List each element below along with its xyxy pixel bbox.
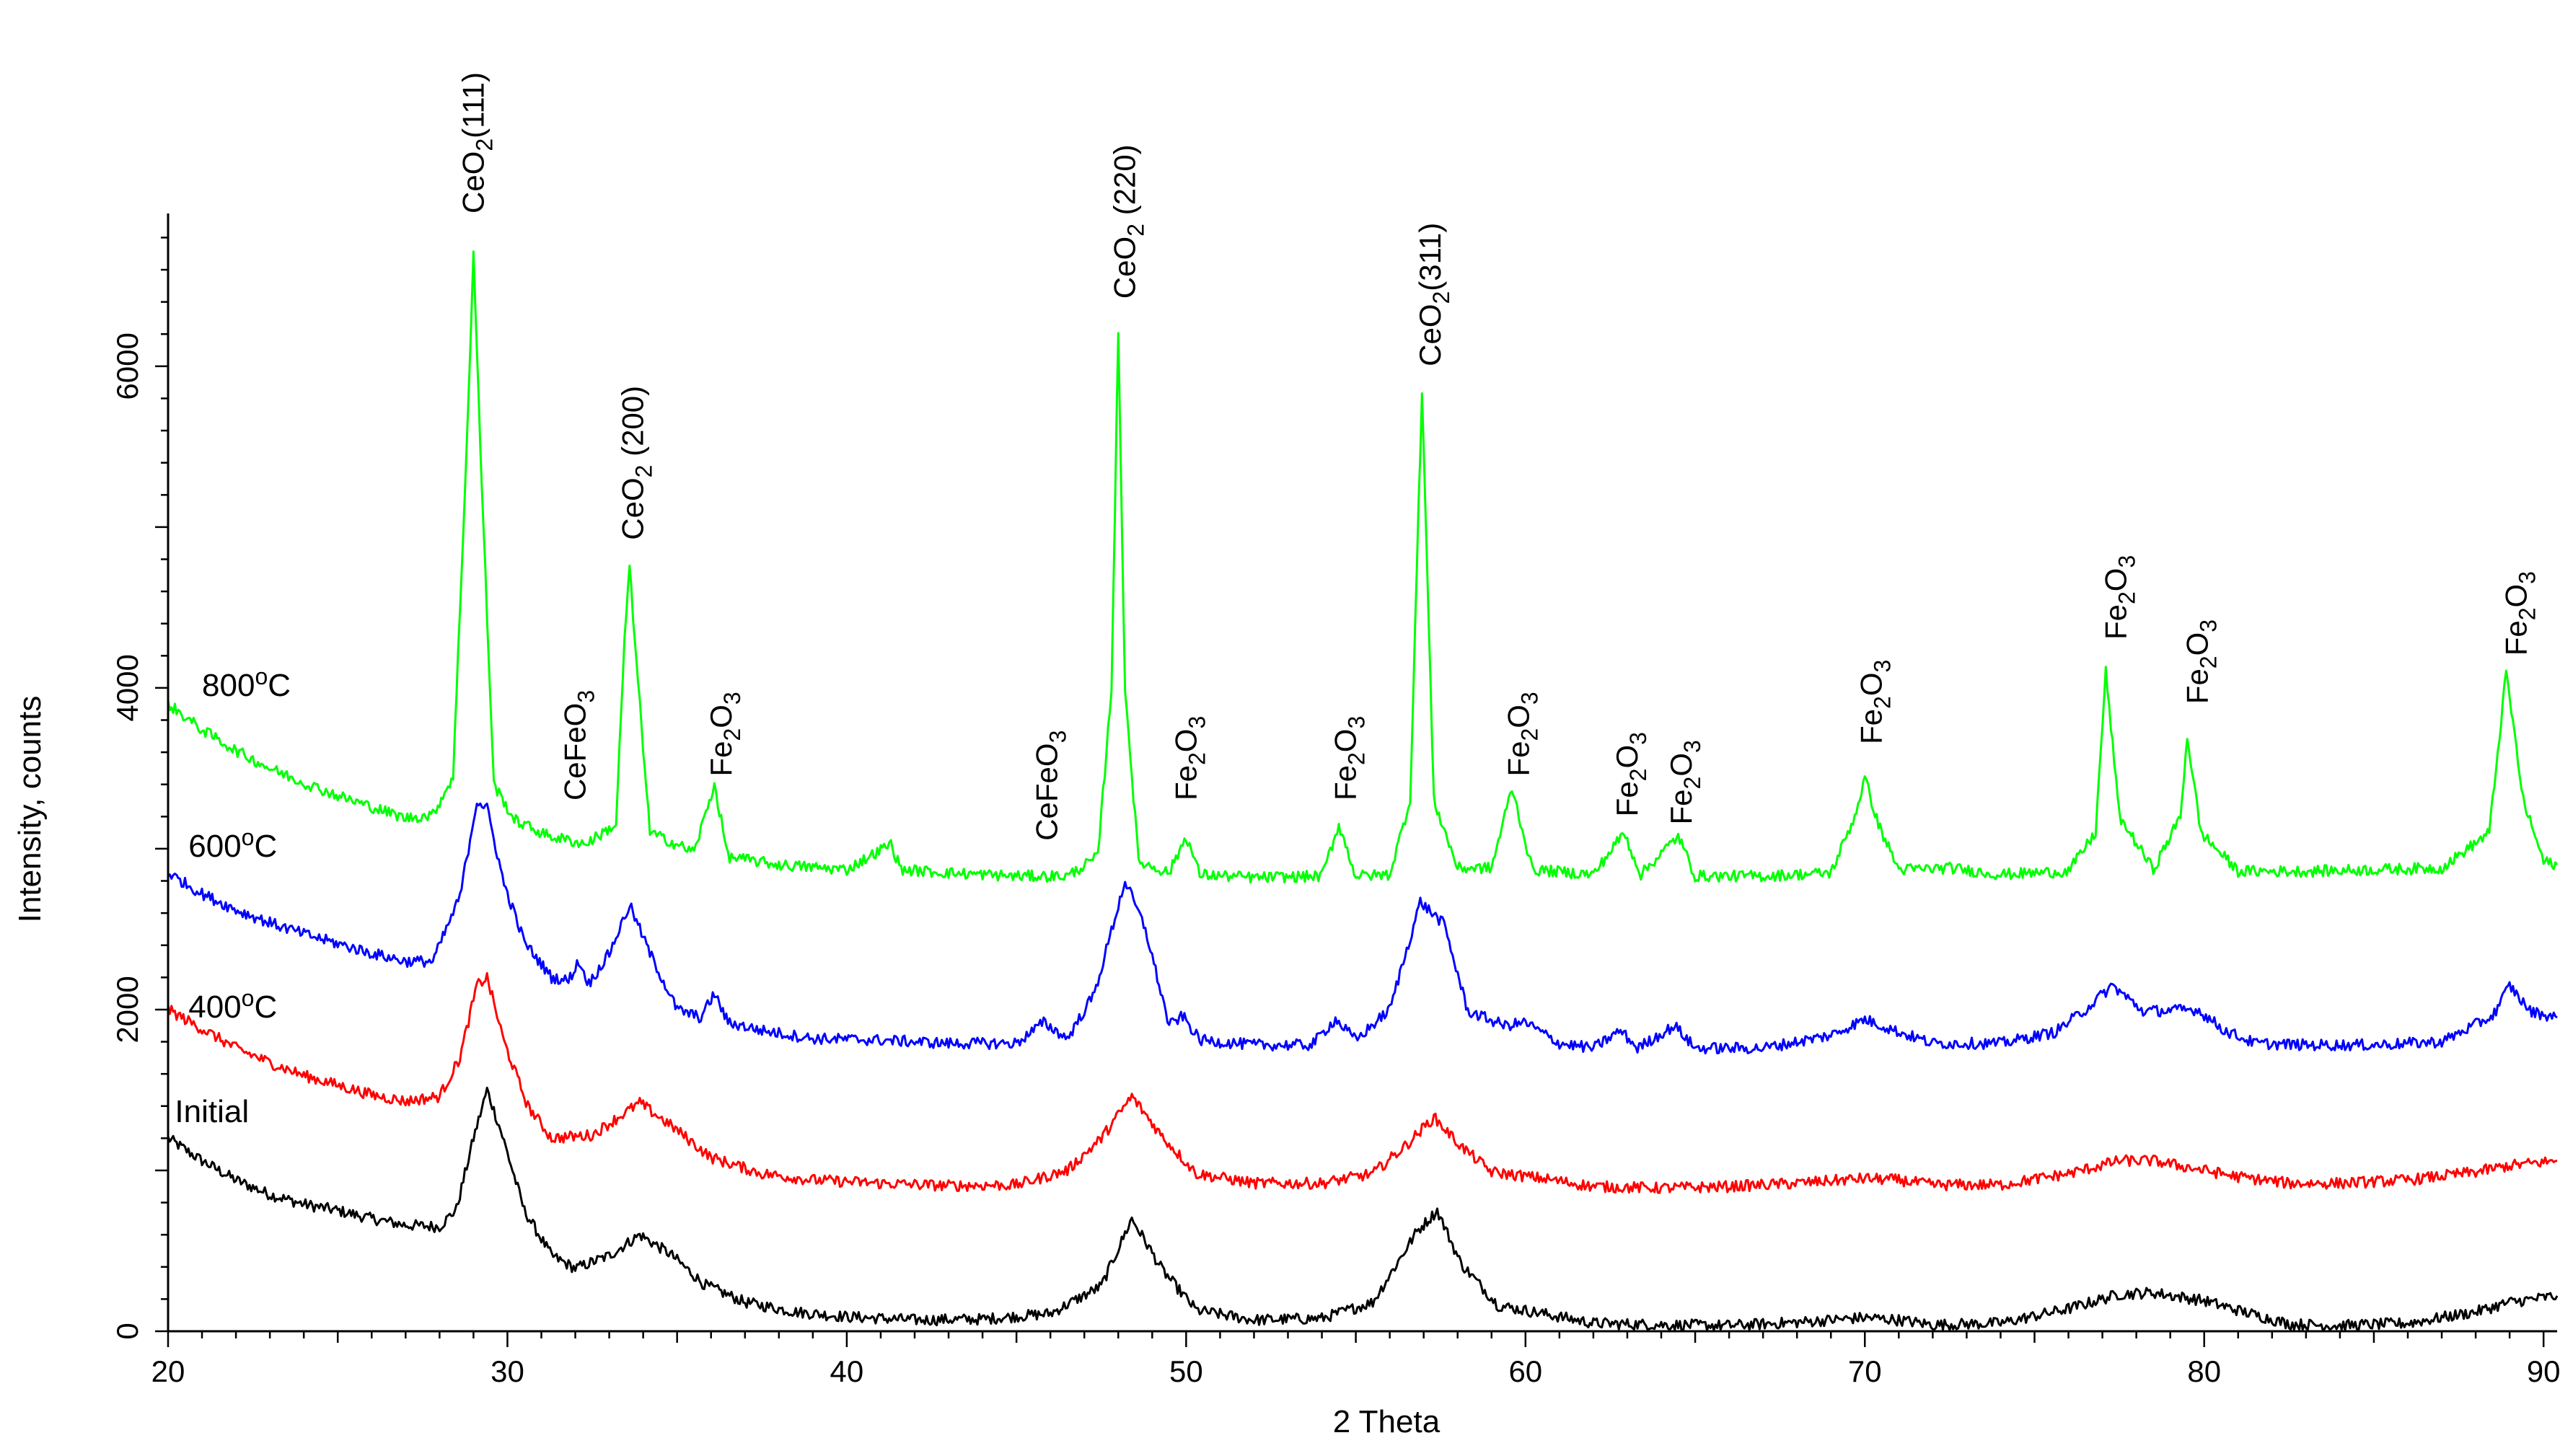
x-axis-title: 2 Theta [1333, 1404, 1441, 1439]
peak-annotation-2: CeO2 (200) [616, 386, 657, 540]
series-label-2: 400oC [188, 985, 277, 1025]
y-tick-label: 2000 [110, 976, 144, 1043]
peak-annotation-12: Fe2O3 [1855, 660, 1896, 744]
series-line-2 [167, 802, 2558, 1055]
x-tick-label: 20 [151, 1354, 185, 1388]
peak-annotation-13: Fe2O3 [2098, 555, 2139, 640]
series-label-1: 600oC [188, 824, 277, 864]
series-label-3: Initial [175, 1094, 249, 1129]
x-tick-label: 30 [491, 1354, 524, 1388]
peak-annotation-11: Fe2O3 [1664, 740, 1705, 824]
series-label-0: 800oC [202, 663, 291, 703]
peak-annotation-10: Fe2O3 [1610, 732, 1651, 816]
peak-annotation-5: CeO2 (220) [1108, 144, 1149, 299]
peak-annotation-3: Fe2O3 [704, 692, 745, 776]
series-line-3 [167, 250, 2559, 884]
x-tick-label: 50 [1169, 1354, 1203, 1388]
x-tick-label: 70 [1848, 1354, 1882, 1388]
peak-annotation-7: Fe2O3 [1328, 716, 1369, 800]
peak-annotation-1: CeFeO3 [558, 690, 599, 800]
axes-layer: 0 2000 4000 6000 20 30 40 50 60 70 80 90 [110, 213, 2561, 1388]
peak-annotation-9: Fe2O3 [1501, 692, 1542, 776]
x-tick-label: 40 [830, 1354, 864, 1388]
series-line-0 [167, 1086, 2559, 1332]
series-layer [167, 250, 2559, 1332]
x-tick-label: 90 [2527, 1354, 2561, 1388]
peak-annotation-15: Fe2O3 [2499, 571, 2541, 656]
y-axis-title: Intensity, counts [12, 696, 48, 923]
labels-layer: 800oC 600oC 400oC Initial CeO2(111) CeFeO3 CeO… [175, 72, 2540, 1129]
y-tick-label: 6000 [110, 332, 144, 400]
x-tick-label: 60 [1508, 1354, 1542, 1388]
peak-annotation-8: CeO2(311) [1413, 223, 1454, 366]
peak-annotation-4: CeFeO3 [1029, 731, 1070, 841]
y-tick-label: 0 [110, 1323, 144, 1339]
x-tick-label: 80 [2187, 1354, 2221, 1388]
series-line-1 [167, 972, 2558, 1194]
peak-annotation-0: CeO2(111) [456, 72, 497, 213]
peak-annotation-14: Fe2O3 [2180, 619, 2221, 704]
y-tick-label: 4000 [110, 654, 144, 721]
peak-annotation-6: Fe2O3 [1169, 716, 1210, 800]
